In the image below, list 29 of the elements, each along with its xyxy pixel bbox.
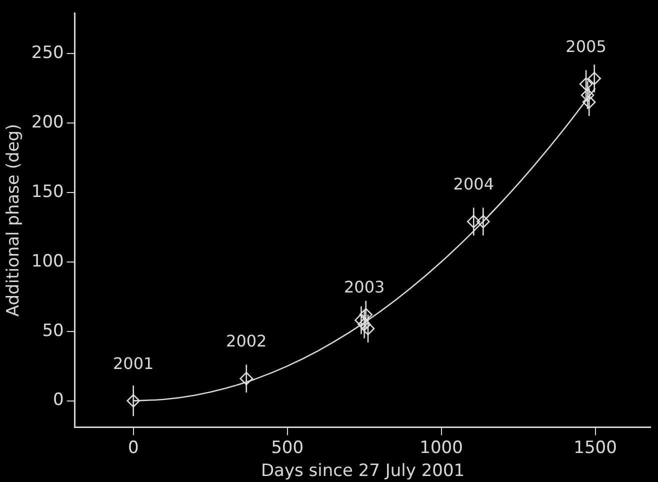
point <box>358 318 371 332</box>
point <box>354 314 368 327</box>
annotation: 2001 <box>112 354 154 373</box>
y-tick-label: 50 <box>42 320 64 341</box>
annotation: 2002 <box>226 332 267 351</box>
x-tick-label: 500 <box>271 438 304 458</box>
point <box>579 77 593 91</box>
annotation: 2003 <box>344 278 385 297</box>
point <box>240 372 254 386</box>
point <box>476 214 490 228</box>
point <box>361 322 375 336</box>
x-tick-label: 0 <box>128 438 139 458</box>
point <box>588 72 601 86</box>
y-tick-label: 200 <box>31 112 64 132</box>
x-axis-title: Days since 27 July 2001 <box>260 461 465 482</box>
y-tick-label: 0 <box>53 390 64 410</box>
y-axis-title: Additional phase (deg) <box>4 124 24 317</box>
point <box>466 214 480 228</box>
point <box>580 88 594 102</box>
x-tick-label: 1500 <box>574 438 617 458</box>
y-tick-label: 100 <box>31 251 64 272</box>
point <box>582 95 596 109</box>
y-tick-label: 150 <box>31 182 64 202</box>
x-tick-label: 1000 <box>420 438 463 458</box>
point <box>126 394 140 408</box>
annotation: 2005 <box>566 37 606 56</box>
y-tick-label: 250 <box>31 42 64 63</box>
point <box>359 308 373 322</box>
annotation: 2004 <box>453 174 494 194</box>
